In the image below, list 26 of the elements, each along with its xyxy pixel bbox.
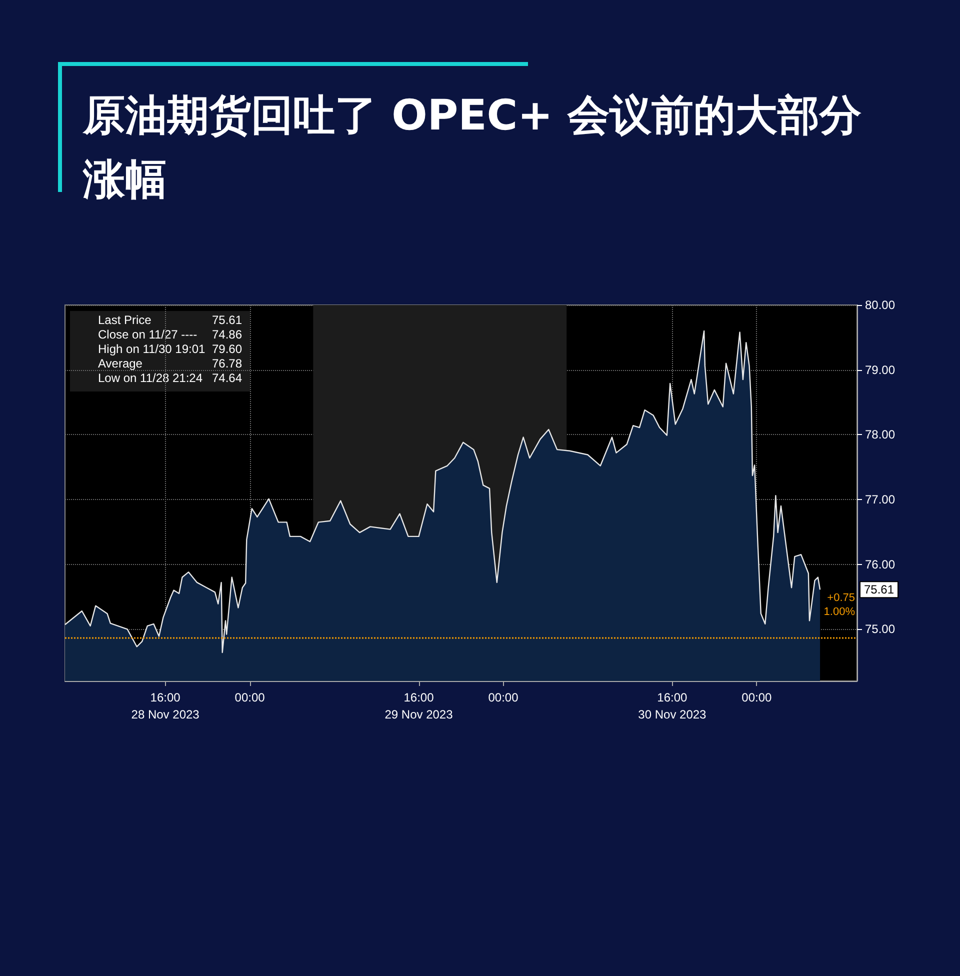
y-tick-label: 78.00 [865,428,896,442]
x-tick-label: 00:00 [742,690,772,704]
annotation: Last Price [98,313,152,327]
x-tick-label: 16:00 30 Nov 2023 [638,690,707,722]
y-tick-label: 75.00 [865,622,896,636]
y-tick-label: 76.00 [865,557,896,572]
text: 75.61 [864,582,894,597]
annotation: Low on 11/28 21:24 [98,371,203,385]
annotation: 74.64 [212,371,242,385]
y-tick-label: 77.00 [865,492,896,506]
x-tick-label: 00:00 [488,690,519,704]
y-tick-label: 79.00 [865,362,896,377]
y-tick-label: 80.00 [865,298,896,312]
annotation: +0.75 [827,592,855,604]
annotation: 76.78 [212,356,242,370]
annotation: Close on 11/27 ---- [98,328,198,342]
x-tick-label: 16:00 28 Nov 2023 [131,690,200,722]
annotation: 1.00% [824,606,856,618]
annotation: Average [98,356,143,370]
annotation: 74.86 [212,328,242,342]
annotation: High on 11/30 19:01 [98,342,206,356]
chart-title: 原油期货回吐了 OPEC+ 会议前的大部分涨幅 [82,90,862,204]
x-tick-label: 16:00 29 Nov 2023 [384,690,454,722]
x-tick-label: 00:00 [234,690,266,704]
annotation: 79.60 [212,342,242,356]
annotation: 75.61 [212,313,242,327]
